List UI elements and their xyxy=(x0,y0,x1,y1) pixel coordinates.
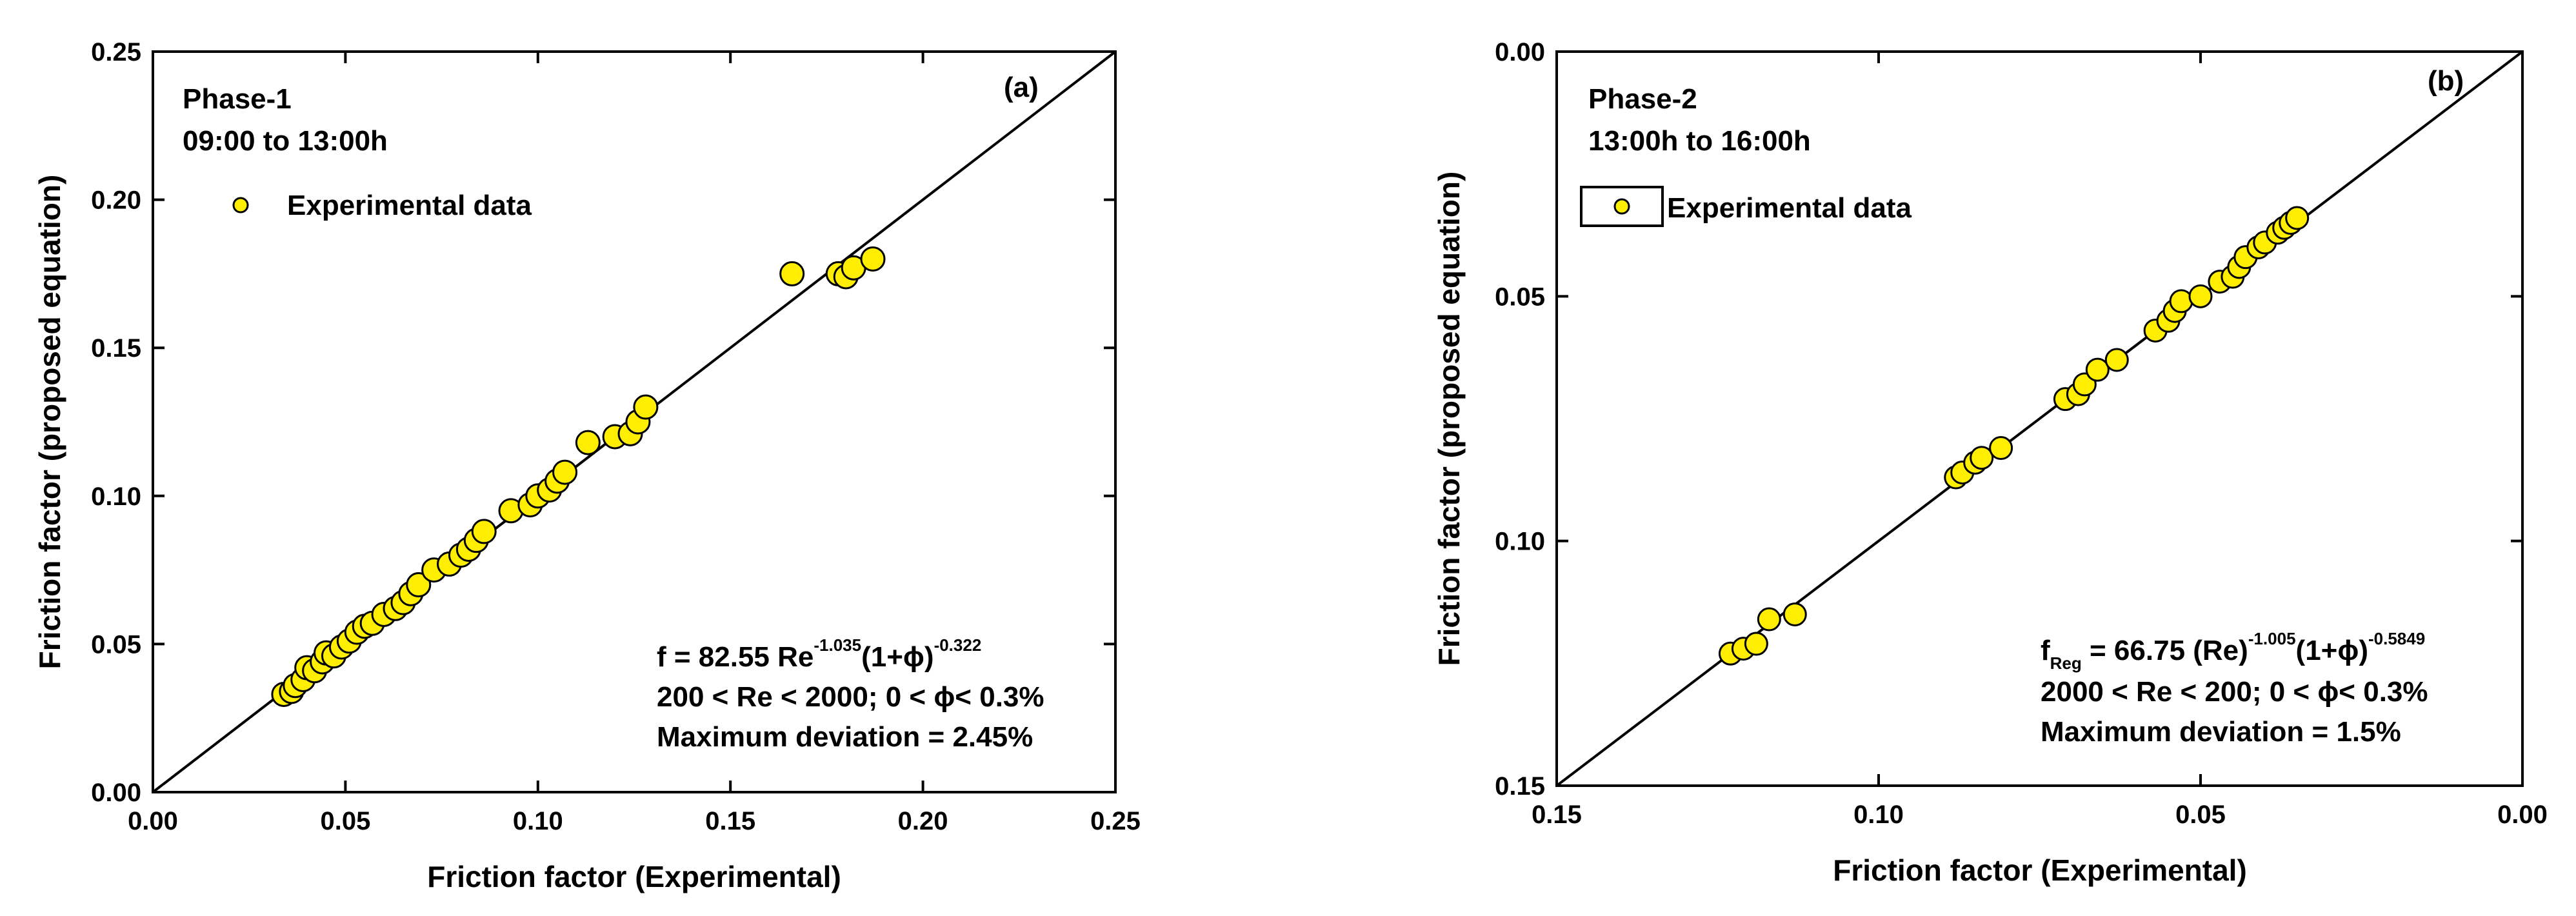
plot-frame-b xyxy=(1555,50,2524,787)
y-tick-label-a-0: 0.00 xyxy=(91,779,141,807)
data-points-a xyxy=(271,246,886,707)
y-tick-label-b-2: 0.10 xyxy=(1495,528,1545,556)
y-tick-label-a-1: 0.05 xyxy=(91,630,141,659)
panel-a: 0.00 0.05 0.10 0.15 0.20 0.25 0.00 0.05 0.10 0.15… xyxy=(33,38,1141,893)
legend-box-b xyxy=(1580,186,1664,227)
data-point-b-13 xyxy=(2085,357,2110,382)
legend-marker-a xyxy=(232,197,249,214)
x-axis-title-a: Friction factor (Experimental) xyxy=(427,860,841,893)
equation-b-mid1: = 66.75 (Re) xyxy=(2082,635,2248,666)
data-point-b-29 xyxy=(2285,206,2310,230)
ticks-a: 0.00 0.05 0.10 0.15 0.20 0.25 0.00 0.05 0.10 0.15… xyxy=(91,38,1141,835)
y-axis-title-b: Friction factor (proposed equation) xyxy=(1432,172,1466,666)
y-tick-label-b-0: 0.00 xyxy=(1495,38,1545,66)
panel-b: 0.15 0.10 0.05 0.00 0.00 0.05 0.10 0.15 Frictio… xyxy=(1432,38,2548,887)
y-tick-label-b-1: 0.05 xyxy=(1495,283,1545,311)
data-point-b-8 xyxy=(1970,446,1994,470)
legend-marker-b xyxy=(1613,198,1630,215)
panel-label-b: (b) xyxy=(2428,65,2464,97)
y-tick-label-a-5: 0.25 xyxy=(91,38,141,66)
y-tick-label-a-3: 0.15 xyxy=(91,334,141,363)
deviation-text-a: Maximum deviation = 2.45% xyxy=(657,721,1033,753)
x-tick-label-b-2: 0.05 xyxy=(2175,801,2226,829)
y-axis-title-a: Friction factor (proposed equation) xyxy=(33,175,66,670)
equation-a-exp2: -0.322 xyxy=(934,635,982,655)
time-range-b: 13:00h to 16:00h xyxy=(1588,125,1811,157)
equation-a-base: f = 82.55 Re xyxy=(657,641,814,673)
legend-label-a: Experimental data xyxy=(287,190,532,221)
equation-a: f = 82.55 Re-1.035(1+ϕ)-0.322 xyxy=(657,635,981,673)
x-tick-label-a-4: 0.20 xyxy=(898,807,948,835)
equation-a-mid: (1+ϕ) xyxy=(861,641,934,673)
equation-b: fReg = 66.75 (Re)-1.005(1+ϕ)-0.5849 xyxy=(2041,629,2425,673)
phase-label-a: Phase-1 xyxy=(183,83,292,115)
data-point-b-14 xyxy=(2104,348,2129,372)
x-tick-label-b-3: 0.00 xyxy=(2497,801,2548,829)
deviation-text-b: Maximum deviation = 1.5% xyxy=(2041,716,2401,748)
equation-b-exp2: -0.5849 xyxy=(2368,629,2425,648)
y-tick-label-a-2: 0.10 xyxy=(91,483,141,511)
x-axis-title-b: Friction factor (Experimental) xyxy=(1833,853,2247,887)
equation-b-mid2: (1+ϕ) xyxy=(2296,635,2368,666)
reference-line-b xyxy=(1555,50,2524,787)
legend-label-b: Experimental data xyxy=(1667,192,1912,224)
phase-label-b: Phase-2 xyxy=(1588,83,1697,115)
data-points-b xyxy=(1718,206,2310,666)
data-point-a-31 xyxy=(575,430,601,455)
data-point-b-2 xyxy=(1744,632,1768,656)
plot-frame-a xyxy=(152,50,1117,793)
range-text-a: 200 < Re < 2000; 0 < ϕ< 0.3% xyxy=(657,681,1044,713)
data-point-a-18 xyxy=(406,572,432,598)
data-point-a-24 xyxy=(471,519,497,544)
data-point-a-40 xyxy=(860,246,886,272)
y-tick-label-a-4: 0.20 xyxy=(91,186,141,215)
x-tick-label-b-0: 0.15 xyxy=(1532,801,1582,829)
data-point-b-19 xyxy=(2188,284,2213,308)
x-tick-label-a-5: 0.25 xyxy=(1090,807,1141,835)
panel-label-a: (a) xyxy=(1004,72,1039,103)
data-point-a-35 xyxy=(633,394,659,420)
x-tick-label-a-3: 0.15 xyxy=(705,807,755,835)
legend-a: Experimental data xyxy=(232,190,532,221)
data-point-b-9 xyxy=(1989,436,2013,461)
ticks-b: 0.15 0.10 0.05 0.00 0.00 0.05 0.10 0.15 xyxy=(1495,38,2548,829)
time-range-a: 09:00 to 13:00h xyxy=(183,125,388,157)
data-point-b-3 xyxy=(1757,607,1781,632)
y-tick-label-b-3: 0.15 xyxy=(1495,772,1545,801)
data-point-b-4 xyxy=(1782,602,1807,626)
equation-b-sub: Reg xyxy=(2050,653,2082,673)
x-tick-label-a-1: 0.05 xyxy=(320,807,370,835)
x-tick-label-a-2: 0.10 xyxy=(513,807,563,835)
x-tick-label-a-0: 0.00 xyxy=(128,807,178,835)
data-point-a-30 xyxy=(552,459,578,485)
x-tick-label-b-1: 0.10 xyxy=(1853,801,1904,829)
equation-b-base: f xyxy=(2041,635,2050,666)
equation-a-exp1: -1.035 xyxy=(814,635,861,655)
data-point-b-18 xyxy=(2169,289,2193,314)
equation-b-exp1: -1.005 xyxy=(2248,629,2296,648)
legend-b: Experimental data xyxy=(1580,186,1912,227)
data-point-a-36 xyxy=(779,261,805,286)
range-text-b: 2000 < Re < 200; 0 < ϕ< 0.3% xyxy=(2041,676,2428,708)
